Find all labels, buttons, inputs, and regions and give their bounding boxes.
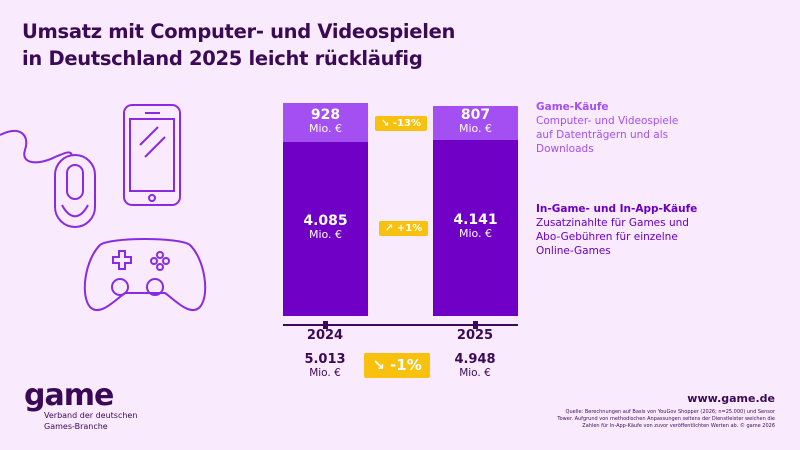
data-unit: Mio. €	[308, 121, 343, 135]
x-label-2024: 2024	[306, 328, 344, 343]
change-in-game: +1%	[396, 223, 423, 234]
total-2025: 4.948 Mio. €	[435, 352, 515, 379]
legend-game-kaeufe: Game-Käufe Computer- und Videospiele auf…	[536, 100, 678, 156]
x-tick-2024	[323, 321, 328, 329]
change-badge-in-game: ↗ +1%	[379, 221, 429, 236]
legend-line: Downloads	[536, 143, 594, 155]
data-unit: Mio. €	[458, 121, 493, 135]
legend-line: Zusatzinahlte für Games und	[536, 217, 689, 229]
source-note: Quelle: Berechnungen auf Basis von YouGo…	[557, 409, 775, 430]
total-value-2025: 4.948	[454, 352, 496, 367]
source-line: Zahlen für In-App-Käufe von zuvor veröff…	[582, 423, 775, 429]
gamepad-icon	[83, 238, 207, 312]
title-line-2: in Deutschland 2025 leicht rückläufig	[22, 47, 423, 70]
website[interactable]: www.game.de	[687, 392, 775, 405]
page-title: Umsatz mit Computer- und Videospielen in…	[22, 18, 455, 72]
mouse-icon	[0, 130, 96, 228]
total-value-2024: 5.013	[304, 352, 346, 367]
total-unit: Mio. €	[459, 367, 491, 379]
bar-in-game-2024: 4.085 Mio. €	[283, 142, 368, 316]
game-logo: game	[24, 378, 114, 413]
data-unit: Mio. €	[458, 227, 493, 241]
org-line: Games-Branche	[44, 422, 108, 431]
legend-in-game: In-Game- und In-App-Käufe Zusatzinahlte …	[536, 202, 697, 258]
data-label: 4.085	[303, 213, 348, 230]
org-line: Verband der deutschen	[44, 411, 138, 420]
legend-title: In-Game- und In-App-Käufe	[536, 203, 698, 215]
x-axis	[283, 324, 518, 326]
data-unit: Mio. €	[308, 228, 343, 242]
x-label-2025: 2025	[456, 328, 494, 343]
legend-line: Abo-Gebühren für einzelne	[536, 231, 678, 243]
legend-line: Online-Games	[536, 245, 611, 257]
total-unit: Mio. €	[309, 367, 341, 379]
legend-line: auf Datenträgern und als	[536, 129, 669, 141]
data-label: 4.141	[453, 212, 498, 229]
gaming-illustration	[0, 104, 207, 312]
bar-game-kaeufe-2025: 807 Mio. €	[433, 105, 518, 141]
change-total: -1%	[390, 356, 422, 374]
total-2024: 5.013 Mio. €	[285, 352, 365, 379]
legend-line: Computer- und Videospiele	[536, 115, 679, 127]
x-tick-2025	[473, 321, 478, 329]
change-badge-total: ↘ -1%	[364, 353, 430, 378]
data-label: 807	[460, 106, 491, 123]
legend-title: Game-Käufe	[536, 101, 609, 113]
data-label: 928	[310, 106, 341, 123]
smartphone-icon	[123, 104, 181, 206]
change-badge-game-kaeufe: ↘ -13%	[375, 116, 427, 131]
bar-in-game-2025: 4.141 Mio. €	[433, 140, 518, 316]
org-name: Verband der deutschen Games-Branche	[44, 410, 137, 432]
source-line: Tower. Aufgrund von methodischen Anpassu…	[557, 416, 775, 422]
source-line: Quelle: Berechnungen auf Basis von YouGo…	[565, 409, 775, 415]
change-game-kaeufe: -13%	[392, 118, 421, 129]
title-line-1: Umsatz mit Computer- und Videospielen	[22, 20, 456, 43]
bar-game-kaeufe-2024: 928 Mio. €	[283, 103, 368, 143]
